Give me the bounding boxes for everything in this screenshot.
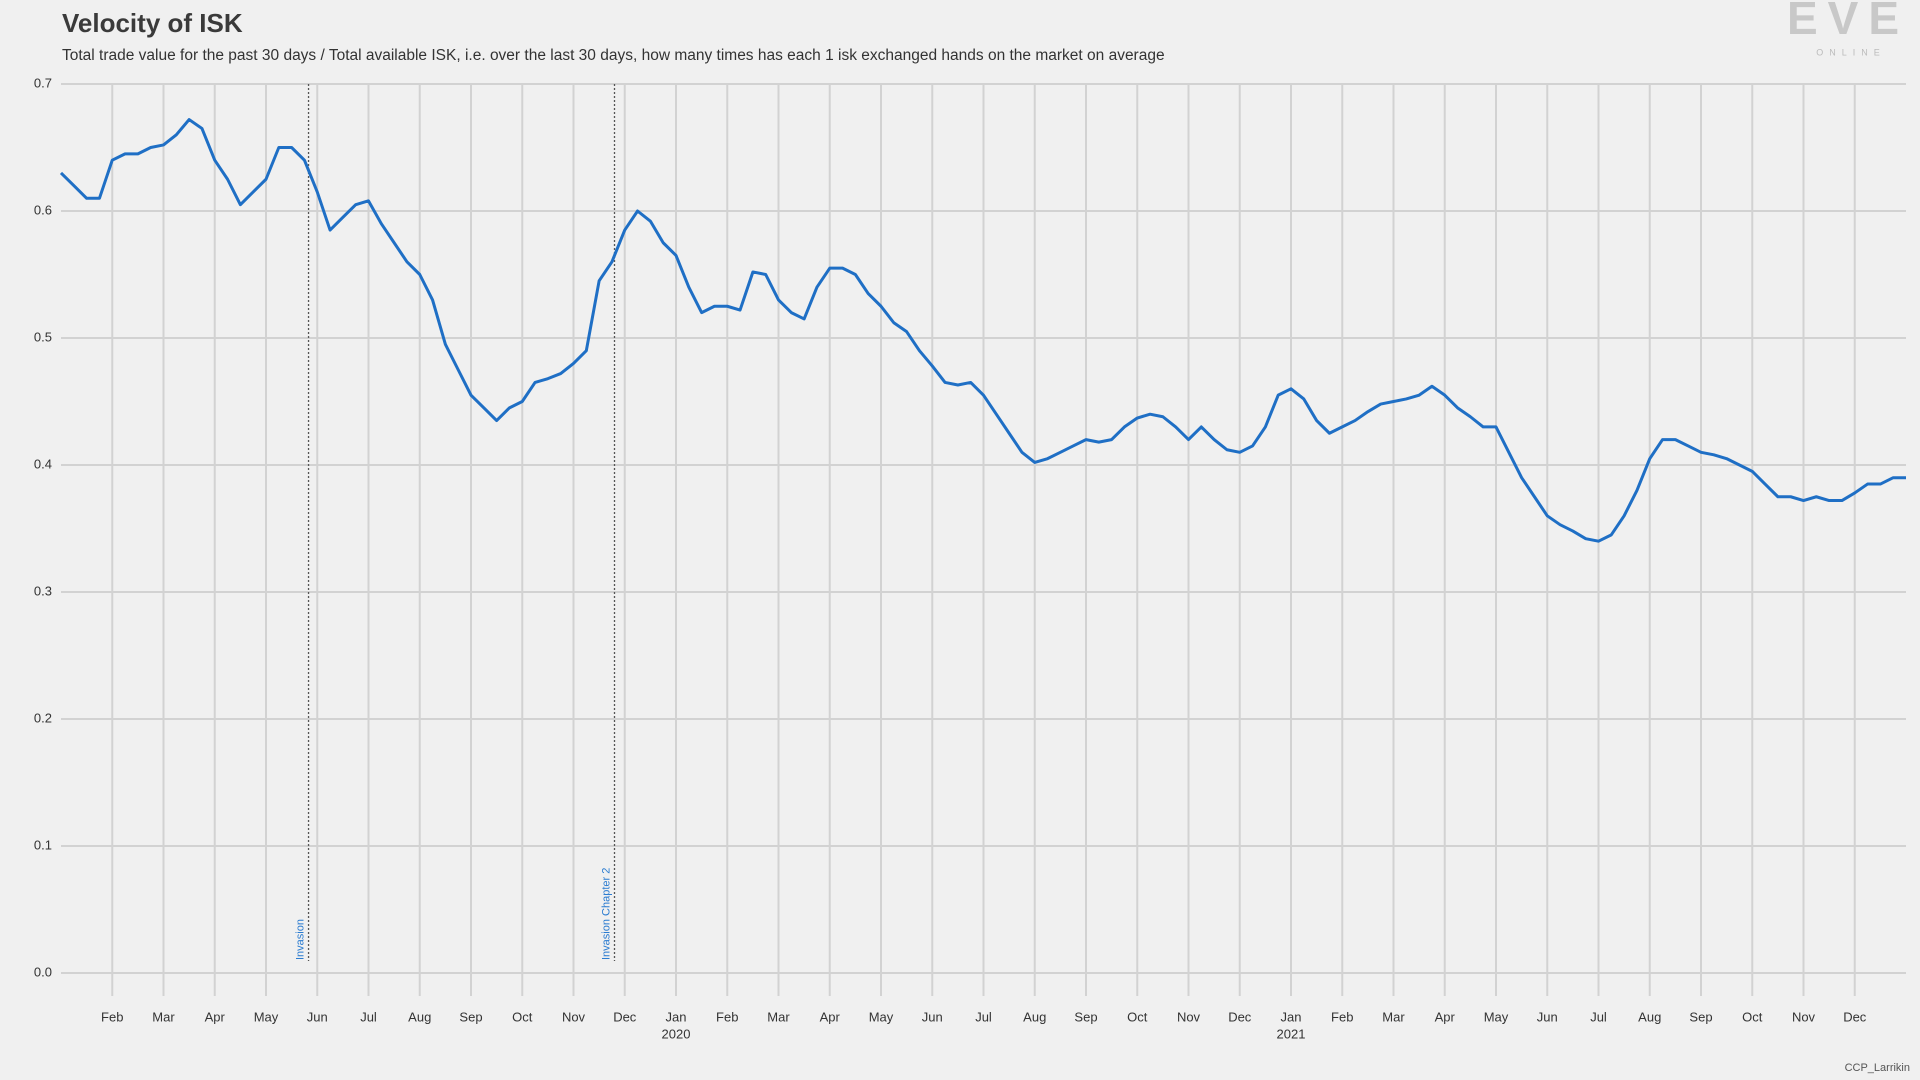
x-tick-label: May — [869, 1009, 894, 1024]
credit: CCP_Larrikin — [1845, 1062, 1910, 1074]
y-tick-label: 0.3 — [34, 583, 52, 598]
x-tick-label: Jul — [360, 1009, 377, 1024]
x-tick-label: Apr — [820, 1009, 841, 1024]
x-tick-label: Aug — [1023, 1009, 1046, 1024]
x-tick-label: Sep — [1689, 1009, 1712, 1024]
x-tick-label: Sep — [459, 1009, 482, 1024]
y-tick-label: 0.7 — [34, 75, 52, 90]
x-tick-label: Nov — [562, 1009, 586, 1024]
chart-subtitle: Total trade value for the past 30 days /… — [62, 47, 1165, 64]
x-tick-label: May — [254, 1009, 279, 1024]
logo: EVE — [1787, 0, 1909, 44]
x-tick-label: Jul — [1590, 1009, 1607, 1024]
x-tick-label: Feb — [1331, 1009, 1353, 1024]
annotation-label: Invasion — [294, 919, 306, 960]
y-tick-label: 0.2 — [34, 710, 52, 725]
x-tick-label: Aug — [408, 1009, 431, 1024]
x-tick-label: Oct — [1127, 1009, 1148, 1024]
y-tick-label: 0.0 — [34, 964, 52, 979]
x-tick-label: Apr — [205, 1009, 226, 1024]
chart-title: Velocity of ISK — [62, 8, 243, 38]
x-tick-label: Jun — [307, 1009, 328, 1024]
x-tick-label: Feb — [716, 1009, 738, 1024]
x-tick-label: Jul — [975, 1009, 992, 1024]
x-tick-label: Dec — [613, 1009, 637, 1024]
x-tick-label: Sep — [1074, 1009, 1097, 1024]
x-tick-label: Dec — [1843, 1009, 1867, 1024]
x-tick-label: Jun — [922, 1009, 943, 1024]
x-tick-label: Oct — [512, 1009, 533, 1024]
x-tick-label: Apr — [1435, 1009, 1456, 1024]
x-tick-label: Mar — [152, 1009, 175, 1024]
x-tick-label: Jan — [666, 1009, 687, 1024]
x-tick-label: Mar — [1382, 1009, 1405, 1024]
x-year-label: 2021 — [1277, 1026, 1306, 1041]
annotation-label: Invasion Chapter 2 — [600, 868, 612, 960]
x-tick-label: Aug — [1638, 1009, 1661, 1024]
x-tick-label: May — [1484, 1009, 1509, 1024]
y-tick-label: 0.1 — [34, 837, 52, 852]
data-line — [59, 118, 1906, 543]
x-tick-label: Mar — [767, 1009, 790, 1024]
x-tick-label: Oct — [1742, 1009, 1763, 1024]
x-tick-label: Nov — [1792, 1009, 1816, 1024]
x-tick-label: Jun — [1537, 1009, 1558, 1024]
x-tick-label: Jan — [1281, 1009, 1302, 1024]
logo-sub: ONLINE — [1816, 47, 1886, 57]
x-year-label: 2020 — [662, 1026, 691, 1041]
x-tick-label: Feb — [101, 1009, 123, 1024]
y-tick-label: 0.6 — [34, 202, 52, 217]
y-tick-label: 0.4 — [34, 456, 52, 471]
y-tick-label: 0.5 — [34, 329, 52, 344]
x-tick-label: Nov — [1177, 1009, 1201, 1024]
x-tick-label: Dec — [1228, 1009, 1252, 1024]
